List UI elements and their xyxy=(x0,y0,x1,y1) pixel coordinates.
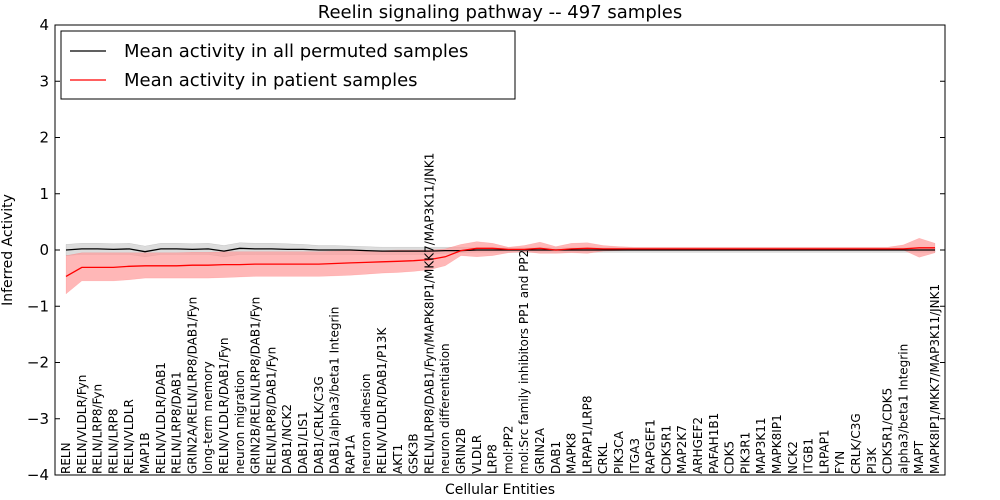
x-category-label: VLDLR xyxy=(470,435,484,474)
y-tick-label: −3 xyxy=(27,410,49,428)
x-category-label: MAPK8 xyxy=(565,433,579,474)
x-category-label: CDK5 xyxy=(723,441,737,474)
x-category-label: mol:PP2 xyxy=(501,425,515,474)
x-category-label: DAB1/CRLK/C3G xyxy=(312,376,326,474)
x-category-label: LRPAP1/LRP8 xyxy=(580,395,594,474)
x-axis-label: Cellular Entities xyxy=(445,482,555,498)
x-category-label: MAP3K11 xyxy=(754,417,768,474)
x-category-label: RELN/VLDLR/Fyn xyxy=(75,375,89,474)
legend-label-patient: Mean activity in patient samples xyxy=(124,70,418,91)
y-tick-label: 2 xyxy=(39,129,49,147)
y-tick-label: 1 xyxy=(39,185,49,203)
legend-label-permuted: Mean activity in all permuted samples xyxy=(124,41,468,62)
x-category-label: GRIN2A xyxy=(533,427,547,474)
x-category-label: DAB1/NCK2 xyxy=(280,404,294,474)
y-tick-label: 3 xyxy=(39,72,49,90)
y-tick-label: 0 xyxy=(39,241,49,259)
x-category-label: neuron adhesion xyxy=(359,373,373,474)
line-patient xyxy=(65,247,935,277)
x-axis-category-labels: RELN RELN/VLDLR/Fyn RELN/LRP8/Fyn RELN/LRP8… xyxy=(59,153,942,474)
x-category-label: RAP1A xyxy=(343,434,357,474)
x-category-label: PIK3CA xyxy=(612,430,626,474)
x-category-label: LRPAP1 xyxy=(817,429,831,474)
confidence-bands xyxy=(65,237,936,295)
x-category-label: RELN/LRP8 xyxy=(106,408,120,474)
x-category-label: neuron differentiation xyxy=(438,343,452,474)
y-tick-label: 4 xyxy=(39,16,49,34)
legend: Mean activity in all permuted samples Me… xyxy=(60,30,516,100)
x-category-label: alpha3/beta1 Integrin xyxy=(896,344,910,474)
plot-frame xyxy=(54,24,946,476)
x-category-label: neuron migration xyxy=(233,370,247,474)
x-category-label: RELN/LRP8/DAB1/Fyn xyxy=(264,347,278,474)
x-category-label: RAPGEF1 xyxy=(644,419,658,474)
x-category-label: MAPT xyxy=(912,440,926,474)
x-category-label: MAP1B xyxy=(138,432,152,474)
x-category-label: DAB1/LIS1 xyxy=(296,411,310,474)
x-category-label: GRIN2A/RELN/LRP8/DAB1/Fyn xyxy=(185,297,199,474)
x-category-label: NCK2 xyxy=(786,441,800,474)
x-category-label: mol:Src family inhibitors PP1 and PP2 xyxy=(517,250,531,474)
x-category-label: GRIN2B/RELN/LRP8/DAB1/Fyn xyxy=(249,297,263,474)
x-category-label: RELN/LRP8/DAB1/Fyn/MAPK8IP1/MKK7/MAP3K11… xyxy=(422,153,436,474)
x-category-label: GSK3B xyxy=(407,433,421,474)
x-category-label: RELN/VLDLR/DAB1 xyxy=(154,362,168,474)
x-category-label: PIK3R1 xyxy=(738,432,752,474)
x-category-label: ITGB1 xyxy=(802,438,816,474)
x-category-label: RELN/VLDLR xyxy=(122,399,136,474)
x-category-label: PI3K xyxy=(865,447,879,474)
x-category-label: CDK5R1/CDK5 xyxy=(881,388,895,474)
x-category-label: RELN/VLDLR/DAB1/Fyn xyxy=(217,338,231,474)
x-category-label: GRIN2B xyxy=(454,428,468,474)
x-category-label: PAFAH1B1 xyxy=(707,413,721,474)
x-category-label: RELN/VLDLR/DAB1/P13K xyxy=(375,327,389,474)
x-category-label: CRKL xyxy=(596,442,610,474)
x-category-label: RELN/LRP8/Fyn xyxy=(91,384,105,474)
x-category-label: ARHGEF2 xyxy=(691,417,705,474)
series-lines xyxy=(65,247,935,277)
x-category-label: CRLK/C3G xyxy=(849,413,863,474)
x-category-label: RELN/LRP8/DAB1 xyxy=(170,371,184,474)
y-axis-ticks: −4 −3 −2 −1 0 1 2 3 4 xyxy=(27,16,945,484)
y-tick-label: −2 xyxy=(27,354,49,372)
x-category-label: FYN xyxy=(833,451,847,474)
x-category-label: AKT1 xyxy=(391,444,405,474)
x-category-label: ITGA3 xyxy=(628,438,642,474)
x-category-label: MAP2K7 xyxy=(675,425,689,474)
line-permuted xyxy=(65,247,935,253)
x-category-label: DAB1/alpha3/beta1 Integrin xyxy=(328,307,342,474)
y-axis-label: Inferred Activity xyxy=(0,194,16,306)
x-category-label: MAPK8IP1/MKK7/MAP3K11/JNK1 xyxy=(928,284,942,474)
x-category-label: long-term memory xyxy=(201,361,215,474)
x-category-label: LRP8 xyxy=(486,444,500,474)
x-category-label: RELN xyxy=(59,442,73,474)
legend-box xyxy=(60,30,516,100)
chart-title: Reelin signaling pathway -- 497 samples xyxy=(318,2,682,23)
x-category-label: CDK5R1 xyxy=(659,425,673,474)
y-tick-label: −4 xyxy=(27,466,49,484)
x-category-label: MAPK8IP1 xyxy=(770,414,784,474)
y-tick-label: −1 xyxy=(27,297,49,315)
x-category-label: DAB1 xyxy=(549,441,563,474)
